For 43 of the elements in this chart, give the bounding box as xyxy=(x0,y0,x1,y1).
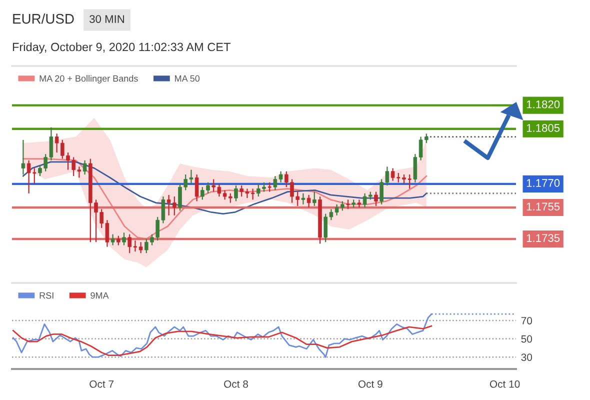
candlestick xyxy=(234,184,238,202)
legend-label: 9MA xyxy=(90,292,109,299)
candlestick xyxy=(407,174,412,190)
candlestick xyxy=(267,182,272,192)
candlestick xyxy=(132,240,138,252)
candlestick xyxy=(374,191,378,207)
ref-line-label: 1.1770 xyxy=(526,179,560,187)
legend-label: RSI xyxy=(40,292,54,299)
chart-title: EUR/USD xyxy=(13,14,74,24)
candlestick xyxy=(194,174,199,202)
chart-subtitle: Friday, October 9, 2020 11:02:33 AM CET xyxy=(12,42,230,54)
candlestick xyxy=(250,188,256,200)
ref-line-label: 1.1805 xyxy=(526,124,560,132)
ref-line-label: 1.1755 xyxy=(526,202,560,211)
y-tick-label: 30 xyxy=(521,354,532,361)
candlestick xyxy=(413,154,418,183)
candlestick xyxy=(82,160,87,176)
candlestick xyxy=(122,232,126,246)
line-series xyxy=(12,325,432,356)
y-tick-label: 70 xyxy=(521,317,532,324)
y-tick-label: 50 xyxy=(521,335,532,343)
candlestick xyxy=(128,234,132,254)
x-tick-label: Oct 9 xyxy=(358,380,382,388)
candlestick xyxy=(402,174,406,184)
candlestick xyxy=(301,192,306,205)
candlestick xyxy=(278,170,283,183)
x-tick-label: Oct 7 xyxy=(90,380,114,388)
candlestick xyxy=(312,191,316,207)
candlestick xyxy=(110,234,115,246)
candlestick xyxy=(138,242,143,254)
candlestick xyxy=(306,194,311,208)
candlestick xyxy=(346,199,350,210)
candlestick xyxy=(273,176,278,191)
x-tick-label: Oct 10 xyxy=(490,380,520,388)
candlestick xyxy=(357,199,362,208)
legend-label: MA 20 + Bollinger Bands xyxy=(40,75,138,84)
x-tick-label: Oct 8 xyxy=(224,380,248,388)
candlestick xyxy=(116,235,120,246)
legend-label: MA 50 xyxy=(175,75,200,82)
ref-line-label: 1.1735 xyxy=(526,234,560,242)
ref-line-label: 1.1820 xyxy=(526,100,560,108)
text: 30 MIN xyxy=(90,15,124,23)
candlestick xyxy=(21,139,26,176)
